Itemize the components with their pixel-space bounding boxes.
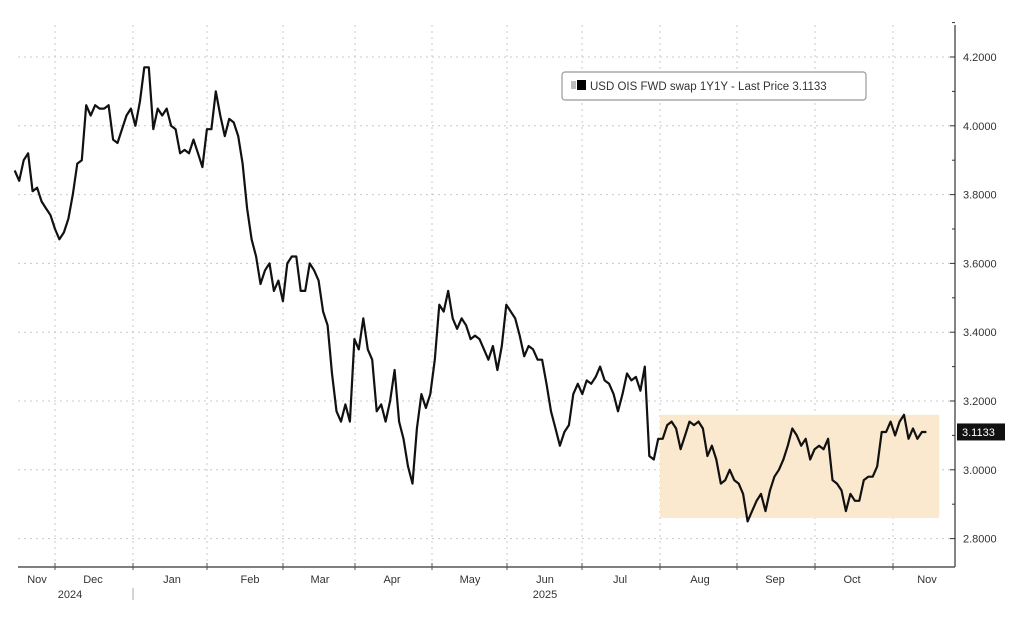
x-year-label: 2024 bbox=[58, 589, 82, 601]
y-tick-label: 4.0000 bbox=[963, 121, 997, 133]
x-tick-label: Nov bbox=[27, 574, 47, 586]
legend: USD OIS FWD swap 1Y1Y - Last Price 3.113… bbox=[561, 71, 867, 101]
x-tick-label: Mar bbox=[311, 574, 330, 586]
y-tick-label: 3.0000 bbox=[963, 465, 997, 477]
y-tick-label: 2.8000 bbox=[963, 534, 997, 546]
last-price-label: 3.1133 bbox=[962, 427, 995, 439]
x-tick-label: Sep bbox=[765, 574, 785, 586]
x-tick-label: Jul bbox=[613, 574, 627, 586]
x-year-label: 2025 bbox=[533, 589, 557, 601]
x-tick-label: Nov bbox=[917, 574, 937, 586]
x-tick-label: Oct bbox=[843, 574, 860, 586]
y-axis: 2.8000 3.0000 3.2000 3.4000 3.6000 3.8000 4.00… bbox=[950, 22, 997, 567]
x-tick-label: Apr bbox=[383, 574, 400, 586]
highlight-band bbox=[660, 414, 940, 518]
y-tick-label: 3.4000 bbox=[963, 327, 997, 339]
legend-swatch-icon bbox=[577, 80, 586, 90]
y-tick-label: 3.8000 bbox=[963, 190, 997, 202]
x-tick-label: Aug bbox=[690, 574, 710, 586]
x-tick-label: May bbox=[460, 574, 481, 586]
x-tick-label: Jun bbox=[536, 574, 554, 586]
x-tick-label: Jan bbox=[163, 574, 181, 586]
y-tick-label: 4.2000 bbox=[963, 52, 997, 64]
legend-swatch-icon bbox=[571, 81, 576, 89]
legend-label: USD OIS FWD swap 1Y1Y - Last Price 3.113… bbox=[590, 81, 827, 93]
series-line bbox=[13, 66, 927, 523]
x-axis: Nov Dec Jan Feb Mar Apr May Jun Jul Aug Sep Oct Nov 2… bbox=[18, 563, 955, 601]
x-tick-label: Feb bbox=[241, 574, 260, 586]
y-tick-label: 3.6000 bbox=[963, 258, 997, 270]
last-price-tag: 3.1133 bbox=[957, 423, 1005, 441]
x-tick-label: Dec bbox=[83, 574, 103, 586]
y-tick-label: 3.2000 bbox=[963, 396, 997, 408]
